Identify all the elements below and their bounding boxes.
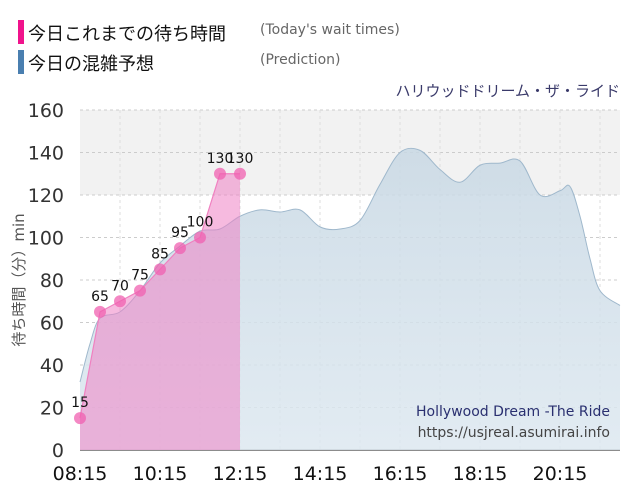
actual-data-label: 75 bbox=[131, 268, 149, 284]
y-tick-label: 140 bbox=[28, 143, 64, 165]
y-tick-label: 0 bbox=[52, 440, 64, 462]
actual-data-label: 130 bbox=[207, 151, 234, 167]
actual-data-label: 65 bbox=[91, 289, 109, 305]
y-tick-label: 20 bbox=[40, 398, 64, 420]
actual-points bbox=[74, 167, 246, 425]
x-axis-tick-labels: 08:15 10:15 12:15 14:15 16:15 18:15 20:15 bbox=[53, 463, 588, 485]
x-tick-label: 12:15 bbox=[213, 463, 268, 485]
actual-point bbox=[214, 167, 226, 180]
legend-swatch-prediction bbox=[18, 50, 24, 74]
actual-point bbox=[134, 284, 146, 297]
actual-data-label: 100 bbox=[187, 215, 214, 231]
x-tick-label: 16:15 bbox=[373, 463, 428, 485]
actual-point bbox=[74, 412, 86, 425]
actual-point bbox=[94, 305, 106, 318]
actual-data-label: 95 bbox=[171, 225, 189, 241]
x-tick-label: 10:15 bbox=[133, 463, 188, 485]
legend-label-prediction-en: (Prediction) bbox=[260, 52, 341, 68]
y-axis-label: 待ち時間（分）min bbox=[10, 213, 28, 346]
legend-label-actual-en: (Today's wait times) bbox=[260, 22, 400, 38]
ride-title: ハリウッドドリーム・ザ・ライド bbox=[395, 82, 620, 100]
actual-point bbox=[194, 231, 206, 244]
x-tick-label: 18:15 bbox=[453, 463, 508, 485]
watermark-ride-name: Hollywood Dream -The Ride bbox=[416, 404, 610, 420]
y-tick-label: 40 bbox=[40, 355, 64, 377]
x-tick-label: 08:15 bbox=[53, 463, 108, 485]
actual-point bbox=[114, 295, 126, 308]
actual-point bbox=[174, 242, 186, 255]
actual-point bbox=[234, 167, 246, 180]
y-tick-label: 100 bbox=[28, 228, 64, 250]
actual-data-label: 70 bbox=[111, 278, 129, 294]
y-tick-label: 60 bbox=[40, 313, 64, 335]
prediction-line bbox=[79, 147, 621, 383]
y-tick-label: 120 bbox=[28, 185, 64, 207]
legend-swatch-actual bbox=[18, 20, 24, 44]
actual-data-label: 130 bbox=[227, 151, 254, 167]
y-axis-tick-labels: 0 20 40 60 80 100 120 140 160 bbox=[28, 100, 64, 462]
y-tick-label: 80 bbox=[40, 270, 64, 292]
y-tick-label: 160 bbox=[28, 100, 64, 122]
watermark-url: https://usjreal.asumirai.info bbox=[418, 425, 610, 441]
x-tick-label: 14:15 bbox=[293, 463, 348, 485]
legend-label-prediction-jp: 今日の混雑予想 bbox=[28, 54, 154, 75]
actual-data-label: 15 bbox=[71, 395, 89, 411]
actual-data-label: 85 bbox=[151, 246, 169, 262]
actual-point bbox=[154, 263, 166, 276]
legend-label-actual-jp: 今日これまでの待ち時間 bbox=[28, 24, 226, 45]
x-tick-label: 20:15 bbox=[533, 463, 588, 485]
